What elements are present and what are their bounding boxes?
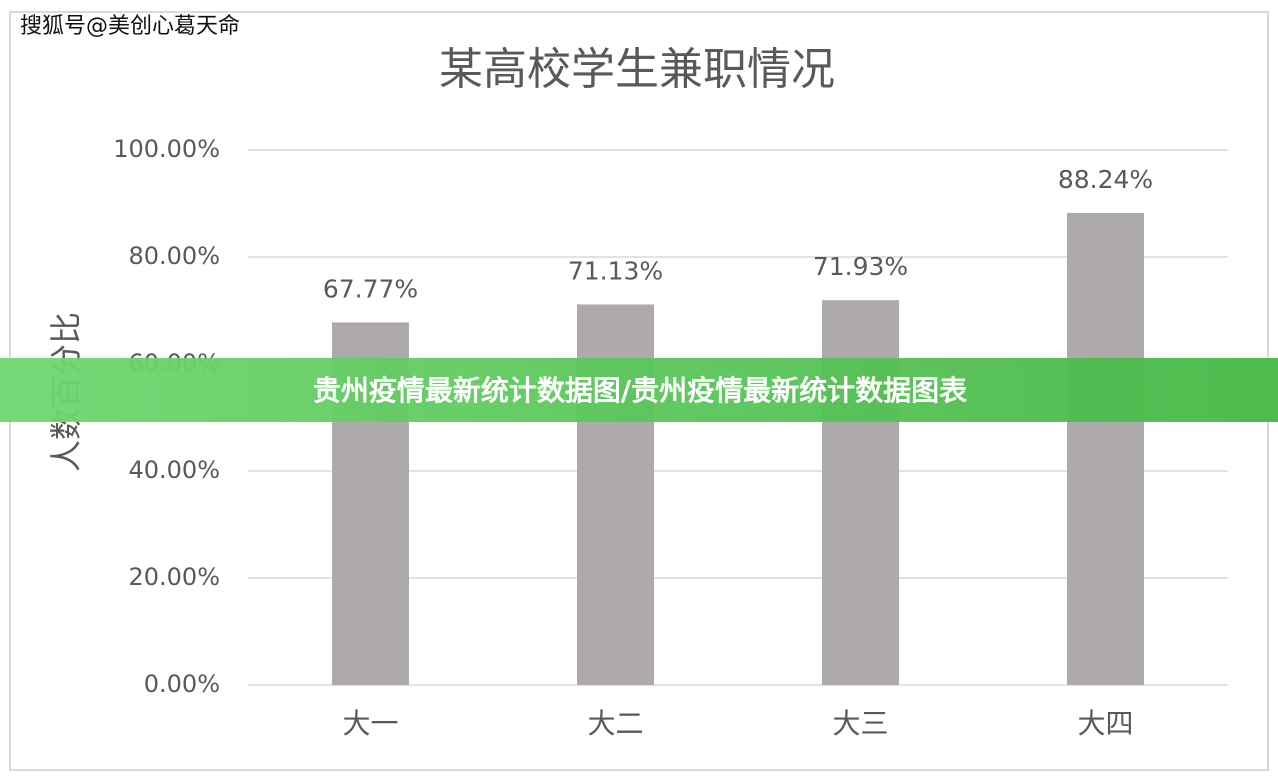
- x-tick-label: 大三: [832, 707, 888, 740]
- x-tick-label: 大四: [1077, 707, 1133, 740]
- banner: [0, 358, 1278, 422]
- value-label: 67.77%: [323, 274, 418, 303]
- bar: [822, 300, 899, 685]
- watermark: 搜狐号@美创心葛天命: [20, 14, 240, 39]
- chart-title: 某高校学生兼职情况: [439, 44, 835, 95]
- value-label: 71.93%: [813, 252, 908, 281]
- banner-text: 贵州疫情最新统计数据图/贵州疫情最新统计数据图表: [313, 374, 967, 407]
- y-tick-label: 20.00%: [128, 563, 220, 591]
- value-label: 71.13%: [568, 256, 663, 285]
- y-tick-label: 40.00%: [128, 456, 220, 484]
- value-label: 88.24%: [1058, 165, 1153, 194]
- y-tick-label: 100.00%: [113, 135, 220, 163]
- x-tick-label: 大一: [342, 707, 398, 740]
- bar: [1067, 212, 1144, 685]
- x-tick-label: 大二: [587, 707, 643, 740]
- y-tick-label: 0.00%: [144, 670, 220, 698]
- y-tick-label: 80.00%: [128, 242, 220, 270]
